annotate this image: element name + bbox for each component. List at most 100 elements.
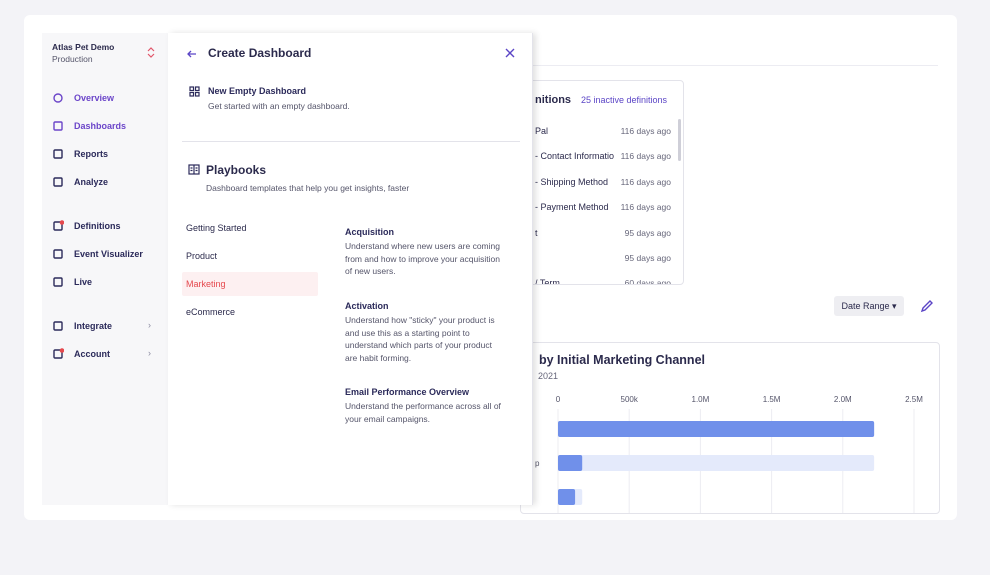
empty-dashboard-title[interactable]: New Empty Dashboard: [208, 86, 307, 96]
scrollbar: [678, 119, 681, 161]
nav-icon: [53, 220, 64, 231]
nav-item[interactable]: Overview: [74, 93, 115, 103]
bar-label: p: [535, 459, 540, 468]
nav-icon: [53, 277, 63, 287]
definition-age: 60 days ago: [624, 278, 671, 285]
icon-shape: [53, 93, 63, 103]
template-description: your email campaigns.: [345, 413, 431, 424]
nav-icon: [53, 348, 64, 359]
active-category-bg: [182, 272, 318, 296]
create-dashboard-panel: Create Dashboard New Empty Dashboard Get…: [168, 33, 533, 505]
definition-age: 116 days ago: [620, 202, 671, 213]
grid-icon: [189, 86, 200, 97]
definition-name: - Contact Informatio: [535, 151, 615, 162]
chart-title: by Initial Marketing Channel: [539, 353, 705, 367]
close-button[interactable]: [505, 48, 515, 58]
x-tick-label: 1.0M: [692, 395, 710, 404]
nav-item[interactable]: Dashboards: [74, 121, 127, 131]
template-title[interactable]: Acquisition: [345, 227, 394, 237]
category[interactable]: eCommerce: [186, 307, 236, 317]
book-icon: [188, 164, 200, 175]
template-description: Understand how "sticky" your product is: [345, 315, 495, 325]
chevron: ›: [148, 320, 151, 330]
definition-name: t: [535, 227, 538, 238]
template-description: are habit forming.: [345, 352, 412, 363]
template-description: of new users.: [345, 266, 396, 276]
icon-shape: [53, 349, 63, 359]
x-tick-label: 2.5M: [905, 395, 923, 404]
definition-age: 116 days ago: [620, 176, 671, 187]
definition-age: 116 days ago: [620, 126, 671, 136]
env-name: Production: [52, 54, 93, 64]
nav-item[interactable]: Event Visualizer: [74, 249, 143, 259]
icon-shape: [53, 221, 63, 231]
edit-icon[interactable]: [920, 299, 934, 313]
empty-dashboard-subtitle: Get started with an empty dashboard.: [208, 101, 350, 111]
nav-item[interactable]: Reports: [74, 149, 109, 159]
date-range-button[interactable]: Date Range ▾: [834, 296, 904, 316]
category[interactable]: Product: [186, 251, 218, 261]
x-tick-label: 1.5M: [763, 395, 781, 404]
category[interactable]: Getting Started: [186, 223, 247, 233]
definition-name: - Shipping Method: [535, 176, 609, 187]
template-description: understand which parts of your product: [345, 340, 492, 350]
header-divider: [532, 65, 938, 66]
date-range-label: Date Range: [841, 301, 890, 311]
x-tick-label: 2.0M: [834, 395, 852, 404]
icon-shape: [53, 249, 63, 259]
nav-item[interactable]: Integrate: [74, 321, 113, 331]
x-tick-label: 0: [556, 395, 561, 404]
nav-icon: [53, 121, 63, 131]
nav-icon: [53, 149, 63, 159]
template-description: and use this as a starting point to: [345, 327, 470, 338]
definition-name: / Term: [535, 278, 560, 285]
alert-dot: [59, 348, 64, 353]
template-description: Understand the performance across all of: [345, 401, 501, 411]
category[interactable]: Marketing: [186, 279, 226, 289]
chevron: ›: [148, 348, 151, 358]
nav-item[interactable]: Account: [74, 349, 110, 359]
org-name: Atlas Pet Demo: [52, 42, 115, 52]
playbooks-title: Playbooks: [206, 163, 267, 177]
nav-icon: [53, 177, 63, 187]
definition-name: Pal: [535, 126, 549, 136]
definition-age: 95 days ago: [624, 227, 671, 238]
template-description: Understand where new users are coming: [345, 241, 500, 251]
nav-icon: [53, 93, 63, 103]
template-title[interactable]: Email Performance Overview: [345, 387, 470, 397]
x-tick-label: 500k: [621, 395, 639, 404]
icon-shape: [53, 149, 63, 159]
bar-total: [558, 455, 875, 471]
nav-icon: [53, 321, 63, 331]
divider: [182, 141, 520, 142]
definition-age: 116 days ago: [620, 151, 671, 162]
icon-shape: [53, 177, 63, 187]
alert-dot: [59, 220, 64, 225]
chart-subtitle: 2021: [538, 371, 559, 381]
definition-name: - Payment Method: [535, 202, 609, 213]
sidebar: Atlas Pet Demo Production Overview Dashbo…: [42, 33, 168, 505]
back-button[interactable]: [186, 48, 198, 60]
bar: [558, 489, 576, 505]
icon-shape: [53, 121, 63, 131]
definition-age: 95 days ago: [624, 253, 671, 263]
nav-item[interactable]: Live: [74, 277, 93, 287]
inactive-link[interactable]: 25 inactive definitions: [581, 95, 668, 105]
definitions-card: nitions 25 inactive definitions Pal 116 d…: [520, 80, 684, 285]
nav-item[interactable]: Definitions: [74, 221, 121, 231]
bar: [558, 455, 583, 471]
playbooks-subtitle: Dashboard templates that help you get in…: [206, 183, 410, 193]
template-title[interactable]: Activation: [345, 301, 389, 311]
modal-title: Create Dashboard: [208, 46, 312, 60]
chart-card: by Initial Marketing Channel 2021 0 500k 1…: [520, 342, 940, 514]
definitions-title: nitions: [535, 94, 572, 106]
bar: [558, 421, 875, 437]
icon-shape: [53, 321, 63, 331]
org-switch-icon[interactable]: [146, 46, 156, 58]
icon-shape: [53, 277, 63, 287]
nav-icon: [53, 249, 63, 259]
nav-item[interactable]: Analyze: [74, 177, 109, 187]
bar-chart: 0 500k 1.0M 1.5M 2.0M 2.5M p: [535, 395, 923, 513]
template-description: from and how to improve your acquisition: [345, 253, 500, 264]
